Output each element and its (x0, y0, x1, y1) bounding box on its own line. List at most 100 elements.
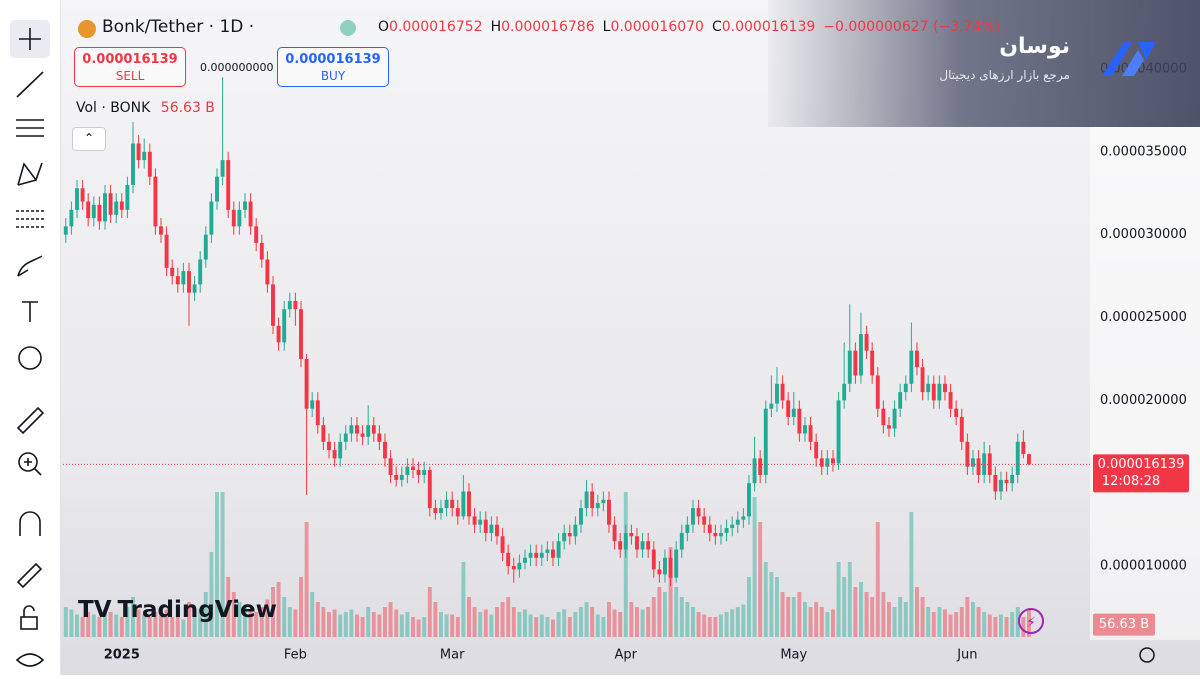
pattern-icon[interactable] (17, 162, 43, 186)
volume-bar (763, 562, 768, 637)
candle-body (80, 188, 85, 202)
volume-bar (640, 609, 645, 637)
volume-bar (635, 607, 639, 637)
candle-body (685, 524, 690, 533)
settings-button[interactable] (1139, 647, 1155, 663)
prediction-icon[interactable] (16, 210, 44, 228)
volume-bar (724, 612, 729, 637)
candle-body (366, 425, 371, 437)
ohlc-value: 0.000016752 (389, 19, 483, 35)
volume-bar (215, 492, 219, 637)
candle-body (551, 549, 555, 558)
volume-bar (254, 612, 259, 637)
volume-bar (142, 614, 147, 637)
volume-bar (758, 522, 763, 637)
volume-bar (220, 492, 225, 637)
eye-icon[interactable] (15, 653, 45, 667)
volume-bar (803, 602, 807, 637)
candle-body (478, 519, 483, 525)
lock-icon[interactable] (20, 616, 38, 630)
volume-bar (439, 612, 443, 637)
candle-body (1021, 441, 1026, 454)
buy-button[interactable]: 0.000016139 BUY (277, 47, 389, 87)
brand-logo: 𝗧𝗩 TradingView (78, 597, 277, 623)
volume-bar (528, 614, 533, 637)
ruler-icon[interactable] (16, 406, 45, 435)
candle-body (747, 483, 751, 517)
candle-body (993, 474, 998, 492)
volume-bar (131, 597, 135, 637)
volume-bar (612, 609, 617, 637)
candle-body (377, 433, 382, 442)
collapse-button[interactable]: ⌃ (72, 127, 106, 151)
candle-body (702, 516, 707, 525)
candle-body (86, 201, 91, 219)
volume-bar (797, 592, 802, 637)
candle-body (226, 160, 231, 210)
volume-bar (663, 592, 667, 637)
fib-icon[interactable] (16, 119, 44, 137)
magnet-icon[interactable] (19, 511, 41, 536)
symbol[interactable]: Bonk/Tether · 1D · (102, 17, 255, 37)
volume-bar (321, 607, 326, 637)
volume-bar (741, 604, 746, 637)
candle-body (293, 300, 298, 310)
volume-bar (808, 607, 813, 637)
volume-bar (198, 609, 203, 637)
left-toolbar (0, 0, 61, 675)
zoom-icon[interactable] (18, 452, 38, 472)
text-icon[interactable] (22, 301, 38, 322)
last-price-tag (1093, 454, 1189, 493)
watermark-subtitle: مرجع بازار ارزهای دیجیتال (939, 68, 1070, 82)
brush-icon[interactable] (17, 255, 43, 277)
volume-legend-value: 56.63 B (160, 100, 215, 116)
candle-body (153, 176, 158, 227)
volume-legend: Vol · BONK 56.63 B (76, 100, 215, 116)
candle-body (668, 557, 673, 578)
candle-body (164, 234, 169, 268)
volume-bar (243, 607, 247, 637)
lock-draw-icon[interactable] (16, 562, 43, 589)
volume-bar (987, 614, 992, 637)
trendline-icon[interactable] (16, 71, 44, 98)
candle-body (887, 425, 891, 429)
candle-body (836, 400, 841, 464)
volume-bar (691, 607, 695, 637)
volume-bar (607, 602, 611, 637)
candle-body (131, 143, 135, 185)
candle-body (411, 466, 415, 470)
volume-bar (293, 609, 298, 637)
volume-bar (159, 614, 163, 637)
candle-body (607, 499, 611, 525)
candle-body (601, 499, 606, 504)
candle-body (959, 416, 964, 442)
candle-body (310, 400, 315, 409)
candle-body (971, 458, 975, 467)
candle-body (287, 300, 292, 310)
emoji-icon[interactable] (18, 346, 42, 370)
candle-body (859, 334, 863, 376)
candle-body (791, 408, 796, 417)
volume-bar (360, 617, 365, 637)
volume-bar (136, 609, 141, 637)
volume-bar (299, 577, 303, 637)
candle-body (416, 469, 421, 475)
candle-body (215, 176, 219, 202)
candle-body (181, 271, 186, 285)
x-tick-label: May (780, 648, 807, 663)
y-tick-label: 0.000025000 (1100, 310, 1187, 325)
volume-bar (629, 602, 634, 637)
candle-body (495, 524, 499, 537)
volume-bar (450, 614, 455, 637)
sell-button[interactable]: 0.000016139 SELL (74, 47, 186, 87)
crosshair-icon[interactable] (19, 28, 41, 50)
candle-body (203, 234, 208, 260)
candle-body (299, 309, 303, 359)
candle-body (136, 143, 141, 161)
volume-bar (623, 492, 628, 637)
lightning-button[interactable]: ⚡ (1018, 608, 1044, 634)
candle-body (315, 400, 320, 426)
volume-bar (472, 607, 477, 637)
candle-body (439, 508, 443, 514)
volume-bar (164, 609, 169, 637)
